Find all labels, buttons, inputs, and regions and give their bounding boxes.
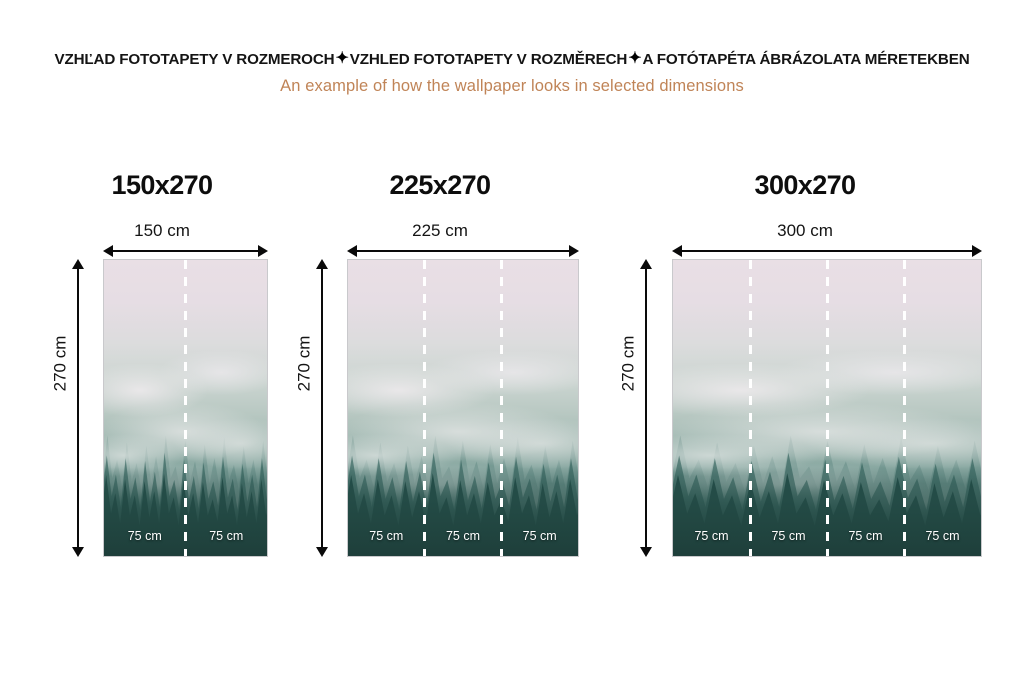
arrow-head-up-icon [72,259,84,269]
panel-seam [902,260,906,556]
page-title: VZHĽAD FOTOTAPETY V ROZMEROCH ✦ VZHLED F… [0,50,1024,69]
height-dimension-arrow-icon [316,259,328,557]
arrow-head-left-icon [347,245,357,257]
arrow-shaft [321,266,323,550]
height-label: 270 cm [50,335,70,392]
panel-seam [499,260,503,556]
wallpaper-preview: 75 cm 75 cm [103,259,268,557]
header: VZHĽAD FOTOTAPETY V ROZMEROCH ✦ VZHLED F… [0,0,1024,95]
sparkle-icon: ✦ [628,50,642,67]
arrow-shaft [679,250,975,252]
arrow-head-left-icon [103,245,113,257]
height-label: 270 cm [294,335,314,392]
arrow-shaft [645,266,647,550]
arrow-head-right-icon [569,245,579,257]
dimension-panel-300x270: 300x270 300 cm 270 cm [610,0,1000,680]
arrow-head-down-icon [316,547,328,557]
sparkle-icon: ✦ [335,50,349,67]
strip-width-label: 75 cm [522,528,557,543]
arrow-shaft [77,266,79,550]
strip-width-label: 75 cm [925,528,960,543]
width-dimension-arrow-icon [672,245,982,257]
width-dimension-arrow-icon [347,245,579,257]
arrow-head-down-icon [640,547,652,557]
width-label: 300 cm [777,221,833,240]
strip-width-label: 75 cm [127,528,162,543]
height-dimension-arrow-icon [640,259,652,557]
title-segment-sk: VZHĽAD FOTOTAPETY V ROZMEROCH [54,51,335,69]
panel-title: 150x270 [111,170,214,200]
arrow-head-right-icon [258,245,268,257]
arrow-head-up-icon [316,259,328,269]
panel-seam [184,260,187,556]
strip-width-label: 75 cm [369,528,404,543]
width-label: 225 cm [412,221,468,240]
dimension-panel-225x270: 225x270 225 cm 270 cm [290,0,590,680]
height-dimension-arrow-icon [72,259,84,557]
arrow-head-up-icon [640,259,652,269]
strip-width-label: 75 cm [209,528,244,543]
width-label: 150 cm [134,221,190,240]
page-subtitle: An example of how the wallpaper looks in… [280,77,744,95]
panel-title: 225x270 [389,170,492,200]
arrow-shaft [354,250,572,252]
arrow-head-right-icon [972,245,982,257]
strip-width-label: 75 cm [848,528,883,543]
height-label: 270 cm [618,335,638,392]
dimension-panel-150x270: 150x270 150 cm 270 cm [36,0,288,680]
strip-width-label: 75 cm [445,528,480,543]
title-segment-hu: A FOTÓTAPÉTA ÁBRÁZOLATA MÉRETEKBEN [642,51,970,69]
arrow-head-down-icon [72,547,84,557]
wallpaper-preview: 75 cm 75 cm 75 cm 75 cm [672,259,982,557]
panel-seam [748,260,752,556]
sky-layer [348,260,578,556]
panel-seam [423,260,427,556]
strip-width-label: 75 cm [771,528,806,543]
title-segment-cs: VZHLED FOTOTAPETY V ROZMĚRECH [349,51,628,69]
panel-seam [825,260,829,556]
width-dimension-arrow-icon [103,245,268,257]
arrow-shaft [110,250,261,252]
strip-width-label: 75 cm [694,528,729,543]
arrow-head-left-icon [672,245,682,257]
panel-title: 300x270 [754,170,857,200]
wallpaper-preview: 75 cm 75 cm 75 cm [347,259,579,557]
